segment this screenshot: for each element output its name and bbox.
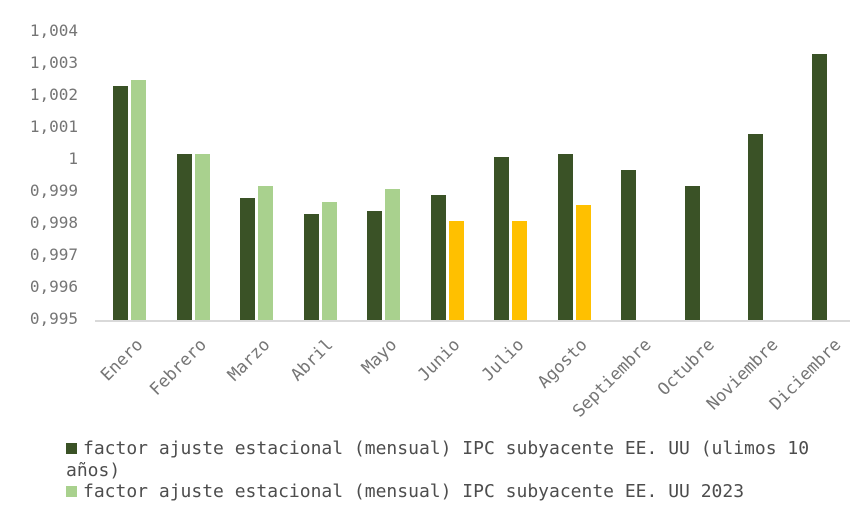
bar-abril-10y bbox=[303, 214, 319, 320]
bar-abril-2023 bbox=[321, 201, 337, 320]
bar-julio-10y bbox=[494, 156, 509, 320]
bar-mayo-10y bbox=[367, 211, 382, 320]
legend-item-series-2023: factor ajuste estacional (mensual) IPC s… bbox=[66, 481, 838, 503]
y-axis-tick-label: 0,997 bbox=[29, 245, 78, 264]
bar-enero-2023 bbox=[131, 80, 146, 320]
bar-febrero-10y bbox=[176, 153, 192, 320]
bar-marzo-2023 bbox=[258, 185, 273, 320]
bar-septiembre-10y bbox=[621, 169, 636, 320]
y-axis-tick-label: 0,995 bbox=[29, 309, 78, 328]
y-axis-tick-label: 1 bbox=[68, 149, 78, 168]
bar-junio-2023 bbox=[448, 220, 464, 320]
bar-noviembre-10y bbox=[748, 134, 763, 320]
bar-enero-10y bbox=[113, 86, 128, 320]
x-axis-label-febrero: Febrero bbox=[145, 335, 211, 400]
legend-marker-light-green bbox=[66, 486, 77, 497]
bar-febrero-2023 bbox=[194, 153, 210, 320]
x-axis-label-enero: Enero bbox=[96, 335, 148, 386]
y-axis-tick-label: 1,002 bbox=[29, 85, 78, 104]
y-axis-tick-label: 1,003 bbox=[29, 53, 78, 72]
legend-item-series-10y: factor ajuste estacional (mensual) IPC s… bbox=[66, 438, 838, 482]
bar-agosto-10y bbox=[557, 153, 573, 320]
legend-label-series-10y: factor ajuste estacional (mensual) IPC s… bbox=[66, 438, 810, 481]
y-axis-tick-label: 0,999 bbox=[29, 181, 78, 200]
y-axis-tick-label: 1,001 bbox=[29, 117, 78, 136]
y-axis-tick-label: 0,996 bbox=[29, 277, 78, 296]
bar-junio-10y bbox=[430, 195, 446, 320]
bar-marzo-10y bbox=[240, 198, 255, 320]
y-axis-tick-label: 1,004 bbox=[29, 21, 78, 40]
x-axis-label-agosto: Agosto bbox=[534, 335, 592, 393]
x-axis-label-octubre: Octubre bbox=[653, 335, 719, 400]
legend-marker-dark-green bbox=[66, 443, 77, 454]
x-axis-label-junio: Junio bbox=[414, 335, 465, 386]
x-axis-label-mayo: Mayo bbox=[358, 335, 402, 379]
bar-agosto-2023 bbox=[575, 204, 591, 320]
bar-octubre-10y bbox=[684, 185, 700, 320]
x-axis-line bbox=[95, 320, 850, 322]
bar-diciembre-10y bbox=[811, 54, 827, 320]
bar-chart-plot-area: 1,004 1,003 1,002 1,001 1 0,999 0,998 0,997 0,99… bbox=[29, 21, 850, 422]
bar-julio-2023 bbox=[512, 220, 527, 320]
x-axis-label-abril: Abril bbox=[287, 335, 338, 386]
x-axis-label-marzo: Marzo bbox=[223, 335, 275, 386]
bar-mayo-2023 bbox=[385, 188, 400, 320]
x-axis-label-julio: Julio bbox=[477, 335, 529, 386]
y-axis-tick-label: 0,998 bbox=[29, 213, 78, 232]
legend-label-series-2023: factor ajuste estacional (mensual) IPC s… bbox=[83, 481, 745, 502]
